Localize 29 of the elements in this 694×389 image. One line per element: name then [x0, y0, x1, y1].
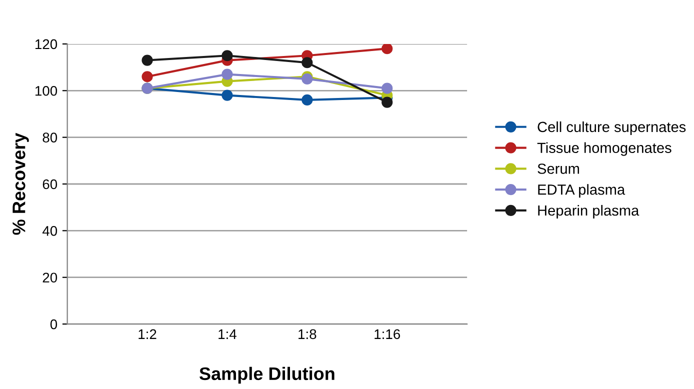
- point: [382, 96, 393, 108]
- point: [222, 90, 233, 101]
- point: [142, 71, 153, 82]
- y-tick-label: 100: [35, 86, 58, 96]
- y-tick-label: 60: [42, 179, 58, 190]
- point: [302, 73, 313, 85]
- y-tick-label: 40: [42, 226, 58, 236]
- y-axis-title: % Recovery: [12, 132, 29, 235]
- y-tick-label: 0: [50, 319, 58, 330]
- legend-label: Serum: [538, 164, 579, 174]
- y-tick-label: 80: [42, 132, 58, 142]
- x-tick-label: 1:8: [298, 329, 316, 340]
- point: [142, 54, 153, 66]
- legend-label: Heparin plasma: [538, 204, 640, 219]
- point: [302, 94, 313, 106]
- legend-label: Tissue homogenates: [537, 142, 672, 156]
- point: [222, 68, 233, 80]
- point: [302, 57, 313, 68]
- x-axis-title: Sample Dilution: [199, 366, 334, 384]
- y-tick-label: 20: [42, 272, 58, 283]
- point: [222, 50, 233, 62]
- x-tick-label: 1:16: [374, 329, 400, 340]
- point: [382, 82, 393, 94]
- legend-label: EDTA plasma: [538, 184, 626, 198]
- x-tick-label: 1:2: [138, 329, 156, 339]
- x-tick-label: 1:4: [218, 329, 236, 339]
- legend-label: Cell culture supernates: [538, 121, 686, 136]
- y-tick-label: 120: [35, 39, 58, 50]
- point: [382, 44, 393, 54]
